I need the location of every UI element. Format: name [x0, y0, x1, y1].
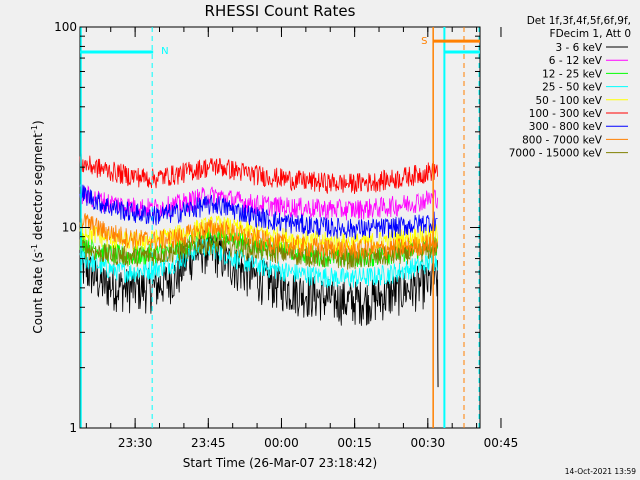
- y-tick-label-0: 1: [69, 421, 77, 435]
- x-axis-label: Start Time (26-Mar-07 23:18:42): [183, 456, 377, 470]
- series-layer: [79, 153, 439, 388]
- y-axis-label: Count Rate (s-1 detector segment-1): [30, 120, 45, 333]
- x-tick-label-4: 00:30: [411, 436, 446, 450]
- night-label: N: [161, 46, 168, 57]
- x-tick-label-1: 23:45: [191, 436, 226, 450]
- series-line-6: [79, 153, 438, 195]
- legend-label-5: 50 - 100 keV: [535, 95, 602, 107]
- legend-label-2: 6 - 12 keV: [549, 55, 603, 67]
- legend-label-7: 300 - 800 keV: [529, 121, 603, 133]
- series-line-9: [79, 233, 438, 270]
- series-line-8: [79, 213, 438, 260]
- saa-label: S: [421, 36, 427, 47]
- legend-header-line-1: Det 1f,3f,4f,5f,6f,9f,: [527, 15, 631, 27]
- series-line-4: [79, 238, 438, 288]
- series-line-1: [79, 230, 438, 326]
- generation-timestamp: 14-Oct-2021 13:59: [565, 467, 636, 476]
- y-tick-label-2: 100: [54, 20, 77, 34]
- legend: Det 1f,3f,4f,5f,6f,9f, FDecim 1, Att 0 3…: [509, 15, 631, 160]
- legend-label-8: 800 - 7000 keV: [522, 134, 603, 146]
- legend-label-1: 3 - 6 keV: [555, 42, 602, 54]
- legend-label-4: 25 - 50 keV: [542, 82, 603, 94]
- axis-layer: 1 10 100 23:30 23:45 00:00 00:15 00:30 00:45: [54, 20, 518, 450]
- y-tick-label-1: 10: [62, 221, 77, 235]
- legend-header-line-2: FDecim 1, Att 0: [550, 28, 631, 40]
- legend-label-3: 12 - 25 keV: [542, 68, 603, 80]
- legend-label-6: 100 - 300 keV: [529, 108, 603, 120]
- series-line-7: [79, 184, 438, 241]
- x-tick-label-5: 00:45: [484, 436, 519, 450]
- x-tick-label-0: 23:30: [118, 436, 153, 450]
- x-tick-label-2: 00:00: [264, 436, 299, 450]
- x-tick-label-3: 00:15: [337, 436, 372, 450]
- series-line-2: [79, 183, 438, 221]
- chart-title: RHESSI Count Rates: [205, 2, 356, 20]
- legend-label-9: 7000 - 15000 keV: [509, 148, 603, 160]
